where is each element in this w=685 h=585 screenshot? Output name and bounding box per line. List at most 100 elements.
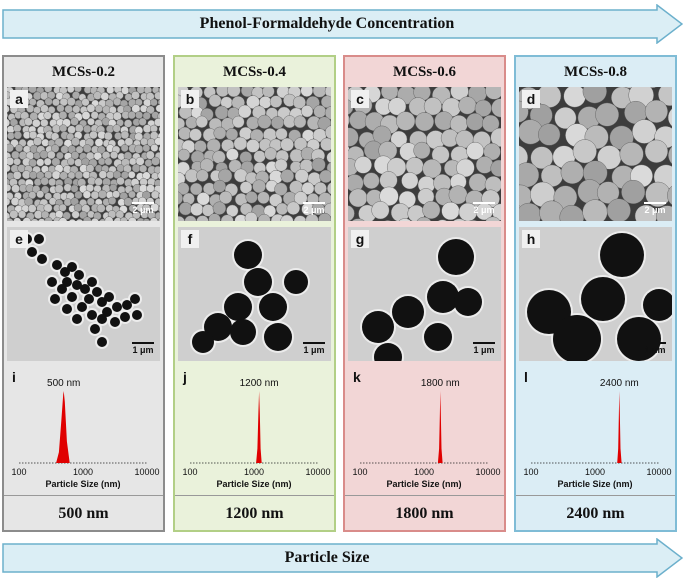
sem-sphere bbox=[384, 220, 392, 221]
tem-sphere bbox=[427, 281, 459, 313]
sem-sphere bbox=[44, 97, 53, 106]
tem-sphere bbox=[62, 304, 72, 314]
tem-sphere bbox=[97, 314, 107, 324]
sem-sphere bbox=[85, 164, 95, 173]
sem-sphere bbox=[142, 144, 151, 153]
sem-sphere bbox=[606, 198, 631, 221]
sem-sphere bbox=[490, 159, 501, 177]
sem-sphere bbox=[11, 150, 20, 160]
tem-sphere bbox=[284, 270, 308, 294]
sem-sphere bbox=[134, 144, 144, 154]
sem-sphere bbox=[7, 218, 14, 221]
sem-sphere bbox=[362, 172, 380, 189]
particle-size-arrow: Particle Size bbox=[2, 538, 683, 578]
scale-bar: 1 μm bbox=[303, 342, 325, 355]
distribution-peak bbox=[437, 391, 443, 463]
sem-sphere bbox=[466, 112, 484, 131]
sem-sphere bbox=[90, 111, 99, 120]
tem-micrograph bbox=[519, 227, 672, 361]
sem-sphere bbox=[246, 139, 260, 153]
sem-sphere bbox=[123, 119, 133, 128]
sem-sphere bbox=[74, 170, 84, 180]
sem-sphere bbox=[136, 217, 145, 221]
sem-sphere bbox=[219, 190, 233, 204]
sem-sphere bbox=[109, 183, 118, 192]
sem-sphere bbox=[75, 124, 84, 133]
sem-sphere bbox=[9, 209, 19, 219]
sem-sphere bbox=[86, 103, 96, 113]
sem-sphere bbox=[135, 156, 145, 166]
sem-sphere bbox=[98, 218, 107, 221]
sem-sphere bbox=[47, 150, 56, 160]
sem-sphere bbox=[157, 172, 160, 180]
sem-image: a 2 μm bbox=[7, 87, 160, 221]
sem-sphere bbox=[319, 169, 331, 183]
sem-sphere bbox=[157, 205, 160, 213]
sem-sphere bbox=[145, 150, 155, 160]
x-axis-label: Particle Size (nm) bbox=[45, 479, 120, 489]
panel-label: e bbox=[10, 230, 28, 248]
sem-sphere bbox=[257, 213, 271, 221]
sem-sphere bbox=[151, 156, 160, 166]
tem-sphere bbox=[122, 300, 132, 310]
sem-sphere bbox=[668, 146, 672, 165]
tem-sphere bbox=[104, 292, 114, 302]
sem-sphere bbox=[475, 156, 494, 174]
sem-sphere bbox=[456, 158, 475, 178]
sem-sphere bbox=[324, 87, 331, 98]
sem-sphere bbox=[390, 130, 408, 148]
sem-sphere bbox=[178, 126, 192, 141]
sem-sphere bbox=[324, 125, 331, 140]
tem-sphere bbox=[224, 293, 252, 321]
sem-sphere bbox=[441, 201, 460, 221]
scale-bar-line bbox=[644, 342, 666, 344]
tem-sphere bbox=[192, 331, 214, 353]
sem-sphere bbox=[491, 98, 501, 118]
tem-sphere bbox=[581, 277, 625, 321]
tem-micrograph bbox=[7, 227, 160, 361]
distribution-panel: i 500 nm 100 1000 10000 Particle Size (nm) bbox=[7, 367, 160, 489]
sem-sphere bbox=[667, 185, 672, 206]
sem-sphere bbox=[563, 87, 586, 108]
sem-sphere bbox=[264, 147, 278, 161]
tem-sphere bbox=[130, 294, 140, 304]
sem-sphere bbox=[485, 87, 501, 100]
sem-sphere bbox=[190, 182, 203, 196]
sem-sphere bbox=[128, 204, 137, 213]
sem-sphere bbox=[324, 106, 331, 120]
sem-sphere bbox=[131, 163, 141, 173]
sem-sphere bbox=[7, 164, 11, 173]
sem-sphere bbox=[63, 183, 72, 192]
sem-sphere bbox=[538, 123, 561, 146]
distribution-peak bbox=[256, 391, 262, 463]
sem-sphere bbox=[150, 144, 159, 152]
sem-sphere bbox=[44, 192, 53, 201]
x-tick-label: 100 bbox=[11, 467, 26, 477]
sem-sphere bbox=[453, 218, 466, 221]
x-axis-label: Particle Size (nm) bbox=[557, 479, 632, 489]
sem-sphere bbox=[51, 144, 60, 153]
sem-sphere bbox=[98, 170, 108, 179]
sem-sphere bbox=[11, 184, 20, 193]
sem-sphere bbox=[144, 159, 153, 167]
column-title: MCSs-0.4 bbox=[223, 64, 286, 80]
panel-label: g bbox=[351, 230, 369, 248]
sem-sphere bbox=[155, 104, 160, 113]
sem-sphere bbox=[36, 190, 45, 199]
sem-sphere bbox=[667, 108, 672, 127]
sem-sphere bbox=[142, 111, 151, 120]
sem-sphere bbox=[157, 217, 160, 221]
sem-sphere bbox=[269, 193, 283, 207]
distribution-panel: k 1800 nm 100 1000 10000 Particle Size (nm) bbox=[348, 367, 501, 489]
sem-sphere bbox=[149, 217, 159, 221]
sem-sphere bbox=[59, 124, 68, 133]
sem-sphere bbox=[388, 97, 407, 116]
sem-sphere bbox=[131, 91, 140, 100]
tem-sphere bbox=[643, 289, 672, 321]
scale-bar-label: 2 μm bbox=[132, 205, 154, 215]
sem-sphere bbox=[293, 115, 307, 129]
sem-sphere bbox=[98, 157, 106, 166]
tem-sphere bbox=[600, 233, 644, 277]
sem-sphere bbox=[71, 137, 80, 147]
scale-bar-label: 1 μm bbox=[303, 345, 325, 355]
